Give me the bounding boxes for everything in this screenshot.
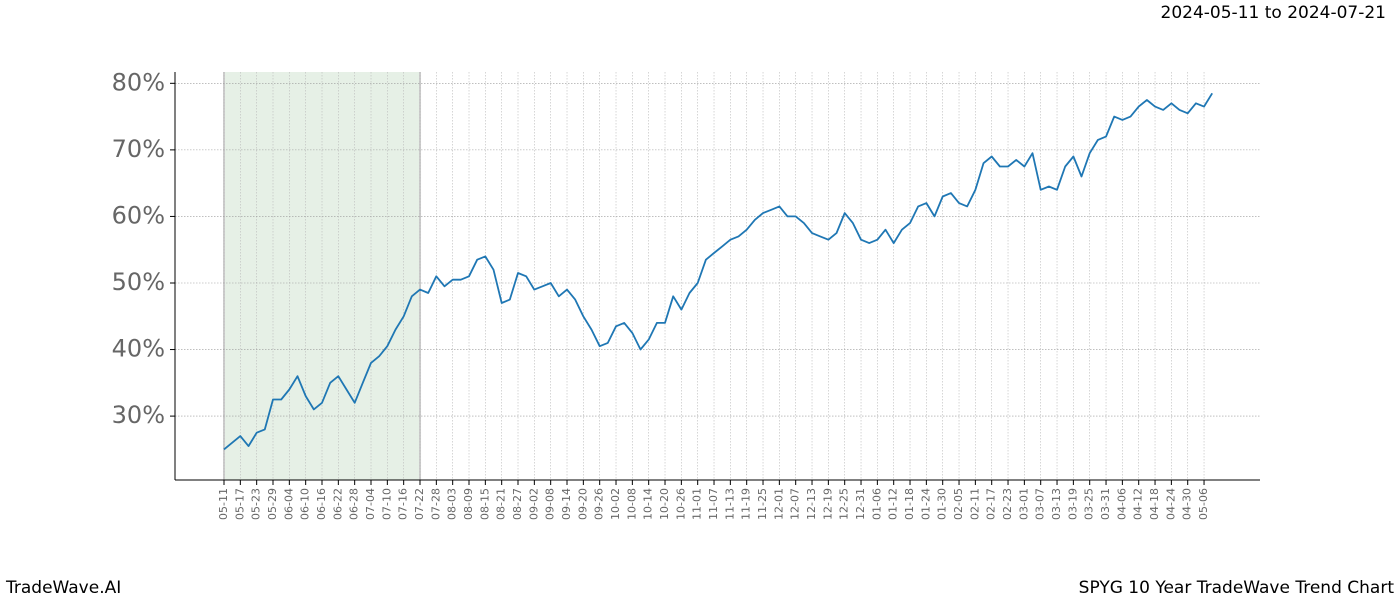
x-tick-label: 04-06: [1115, 488, 1128, 520]
x-tick-label: 02-23: [1001, 488, 1014, 520]
x-tick-label: 03-25: [1083, 488, 1096, 520]
data-line: [223, 92, 1213, 451]
x-tick-label: 03-31: [1099, 488, 1112, 520]
x-tick-label: 09-02: [527, 488, 540, 520]
x-tick-label: 01-06: [870, 488, 883, 520]
x-tick-label: 12-07: [789, 488, 802, 520]
x-tick-label: 05-17: [233, 488, 246, 520]
chart-subtitle: 2024-05-11 to 2024-07-21: [1161, 3, 1386, 23]
x-tick-label: 03-13: [1050, 488, 1063, 520]
x-tick-label: 01-24: [919, 488, 932, 520]
x-tick-label: 08-15: [478, 488, 491, 520]
x-tick-label: 11-01: [691, 488, 704, 520]
y-tick-label: 50%: [112, 268, 165, 296]
x-tick-label: 12-13: [805, 488, 818, 520]
x-tick-label: 07-10: [380, 488, 393, 520]
x-tick-label: 09-20: [576, 488, 589, 520]
x-tick-label: 02-17: [985, 488, 998, 520]
y-tick-label: 40%: [112, 335, 165, 363]
x-tick-label: 04-24: [1164, 488, 1177, 520]
x-tick-label: 12-31: [854, 488, 867, 520]
x-tick-label: 06-22: [331, 488, 344, 520]
x-tick-label: 11-25: [756, 488, 769, 520]
x-tick-label: 08-21: [495, 488, 508, 520]
x-tick-label: 11-13: [723, 488, 736, 520]
y-tick-label: 70%: [112, 135, 165, 163]
source: TradeWave.AI: [5, 578, 121, 598]
y-tick-label: 60%: [112, 201, 165, 229]
x-tick-label: 06-04: [282, 488, 295, 520]
x-tick-label: 01-12: [887, 488, 900, 520]
x-tick-label: 10-14: [642, 488, 655, 520]
x-tick-label: 05-29: [266, 488, 279, 520]
x-tick-label: 05-11: [217, 488, 230, 520]
x-tick-label: 10-02: [609, 488, 622, 520]
x-tick-label: 01-18: [903, 488, 916, 520]
x-tick-label: 08-09: [462, 488, 475, 520]
x-tick-label: 06-16: [315, 488, 328, 520]
x-tick-label: 12-19: [821, 488, 834, 520]
x-tick-label: 03-01: [1017, 488, 1030, 520]
x-tick-label: 04-18: [1148, 488, 1161, 520]
x-tick-label: 06-10: [299, 488, 312, 520]
x-tick-label: 10-08: [625, 488, 638, 520]
x-tick-label: 11-19: [740, 488, 753, 520]
x-tick-label: 12-01: [772, 488, 785, 520]
x-tick-label: 03-07: [1034, 488, 1047, 520]
x-tick-label: 11-07: [707, 488, 720, 520]
x-tick-label: 02-05: [952, 488, 965, 520]
x-tick-label: 09-26: [593, 488, 606, 520]
x-tick-label: 06-28: [348, 488, 361, 520]
x-tick-label: 01-30: [936, 488, 949, 520]
x-tick-label: 02-11: [968, 488, 981, 520]
y-tick-label: 30%: [112, 401, 165, 429]
x-tick-label: 07-28: [429, 488, 442, 520]
x-tick-label: 03-19: [1066, 488, 1079, 520]
x-tick-label: 09-08: [544, 488, 557, 520]
x-tick-label: 04-30: [1181, 488, 1194, 520]
x-tick-label: 07-22: [413, 488, 426, 520]
x-tick-label: 04-12: [1132, 488, 1145, 520]
x-tick-label: 05-06: [1197, 488, 1210, 520]
x-tick-label: 05-23: [250, 488, 263, 520]
x-tick-label: 10-26: [674, 488, 687, 520]
x-tick-label: 08-03: [446, 488, 459, 520]
y-tick-label: 80%: [112, 68, 165, 96]
x-tick-label: 12-25: [838, 488, 851, 520]
chart-title: SPYG 10 Year TradeWave Trend Chart: [1079, 578, 1395, 598]
x-tick-label: 10-20: [658, 488, 671, 520]
x-tick-label: 08-27: [511, 488, 524, 520]
x-tick-label: 07-16: [397, 488, 410, 520]
x-tick-label: 09-14: [560, 488, 573, 520]
x-tick-label: 07-04: [364, 488, 377, 520]
